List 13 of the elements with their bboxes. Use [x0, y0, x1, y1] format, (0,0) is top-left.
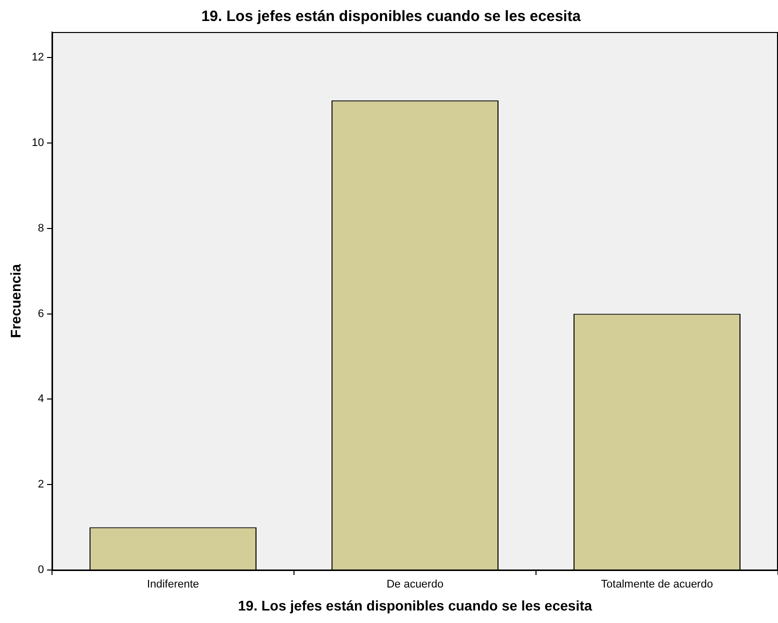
y-tick-label: 12 [32, 52, 44, 64]
y-tick-label: 8 [38, 222, 44, 234]
x-tick-label: Indiferente [147, 578, 200, 591]
chart-title: 19. Los jefes están disponibles cuando se les ecesita [201, 8, 582, 26]
y-tick-label: 2 [38, 478, 44, 491]
y-axis-title: Frecuencia [7, 264, 24, 338]
x-axis-title: 19. Los jefes están disponibles cuando se les ecesita [238, 597, 592, 614]
x-tick-label: Totalmente de acuerdo [601, 578, 713, 591]
x-tick-label: De acuerdo [386, 578, 444, 591]
y-tick-label: 10 [32, 137, 44, 150]
y-tick-label: 4 [38, 393, 44, 406]
y-tick-label: 0 [38, 564, 44, 576]
y-tick-label: 6 [38, 308, 44, 320]
